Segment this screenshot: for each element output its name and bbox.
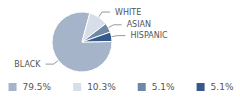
- svg-text:ASIAN: ASIAN: [127, 20, 151, 29]
- svg-text:HISPANIC: HISPANIC: [130, 31, 168, 40]
- svg-text:5.1%: 5.1%: [211, 82, 234, 92]
- svg-text:79.5%: 79.5%: [23, 82, 52, 92]
- svg-text:5.1%: 5.1%: [152, 82, 175, 92]
- svg-text:10.3%: 10.3%: [87, 82, 116, 92]
- svg-text:WHITE: WHITE: [115, 8, 141, 17]
- svg-text:BLACK: BLACK: [14, 60, 41, 69]
